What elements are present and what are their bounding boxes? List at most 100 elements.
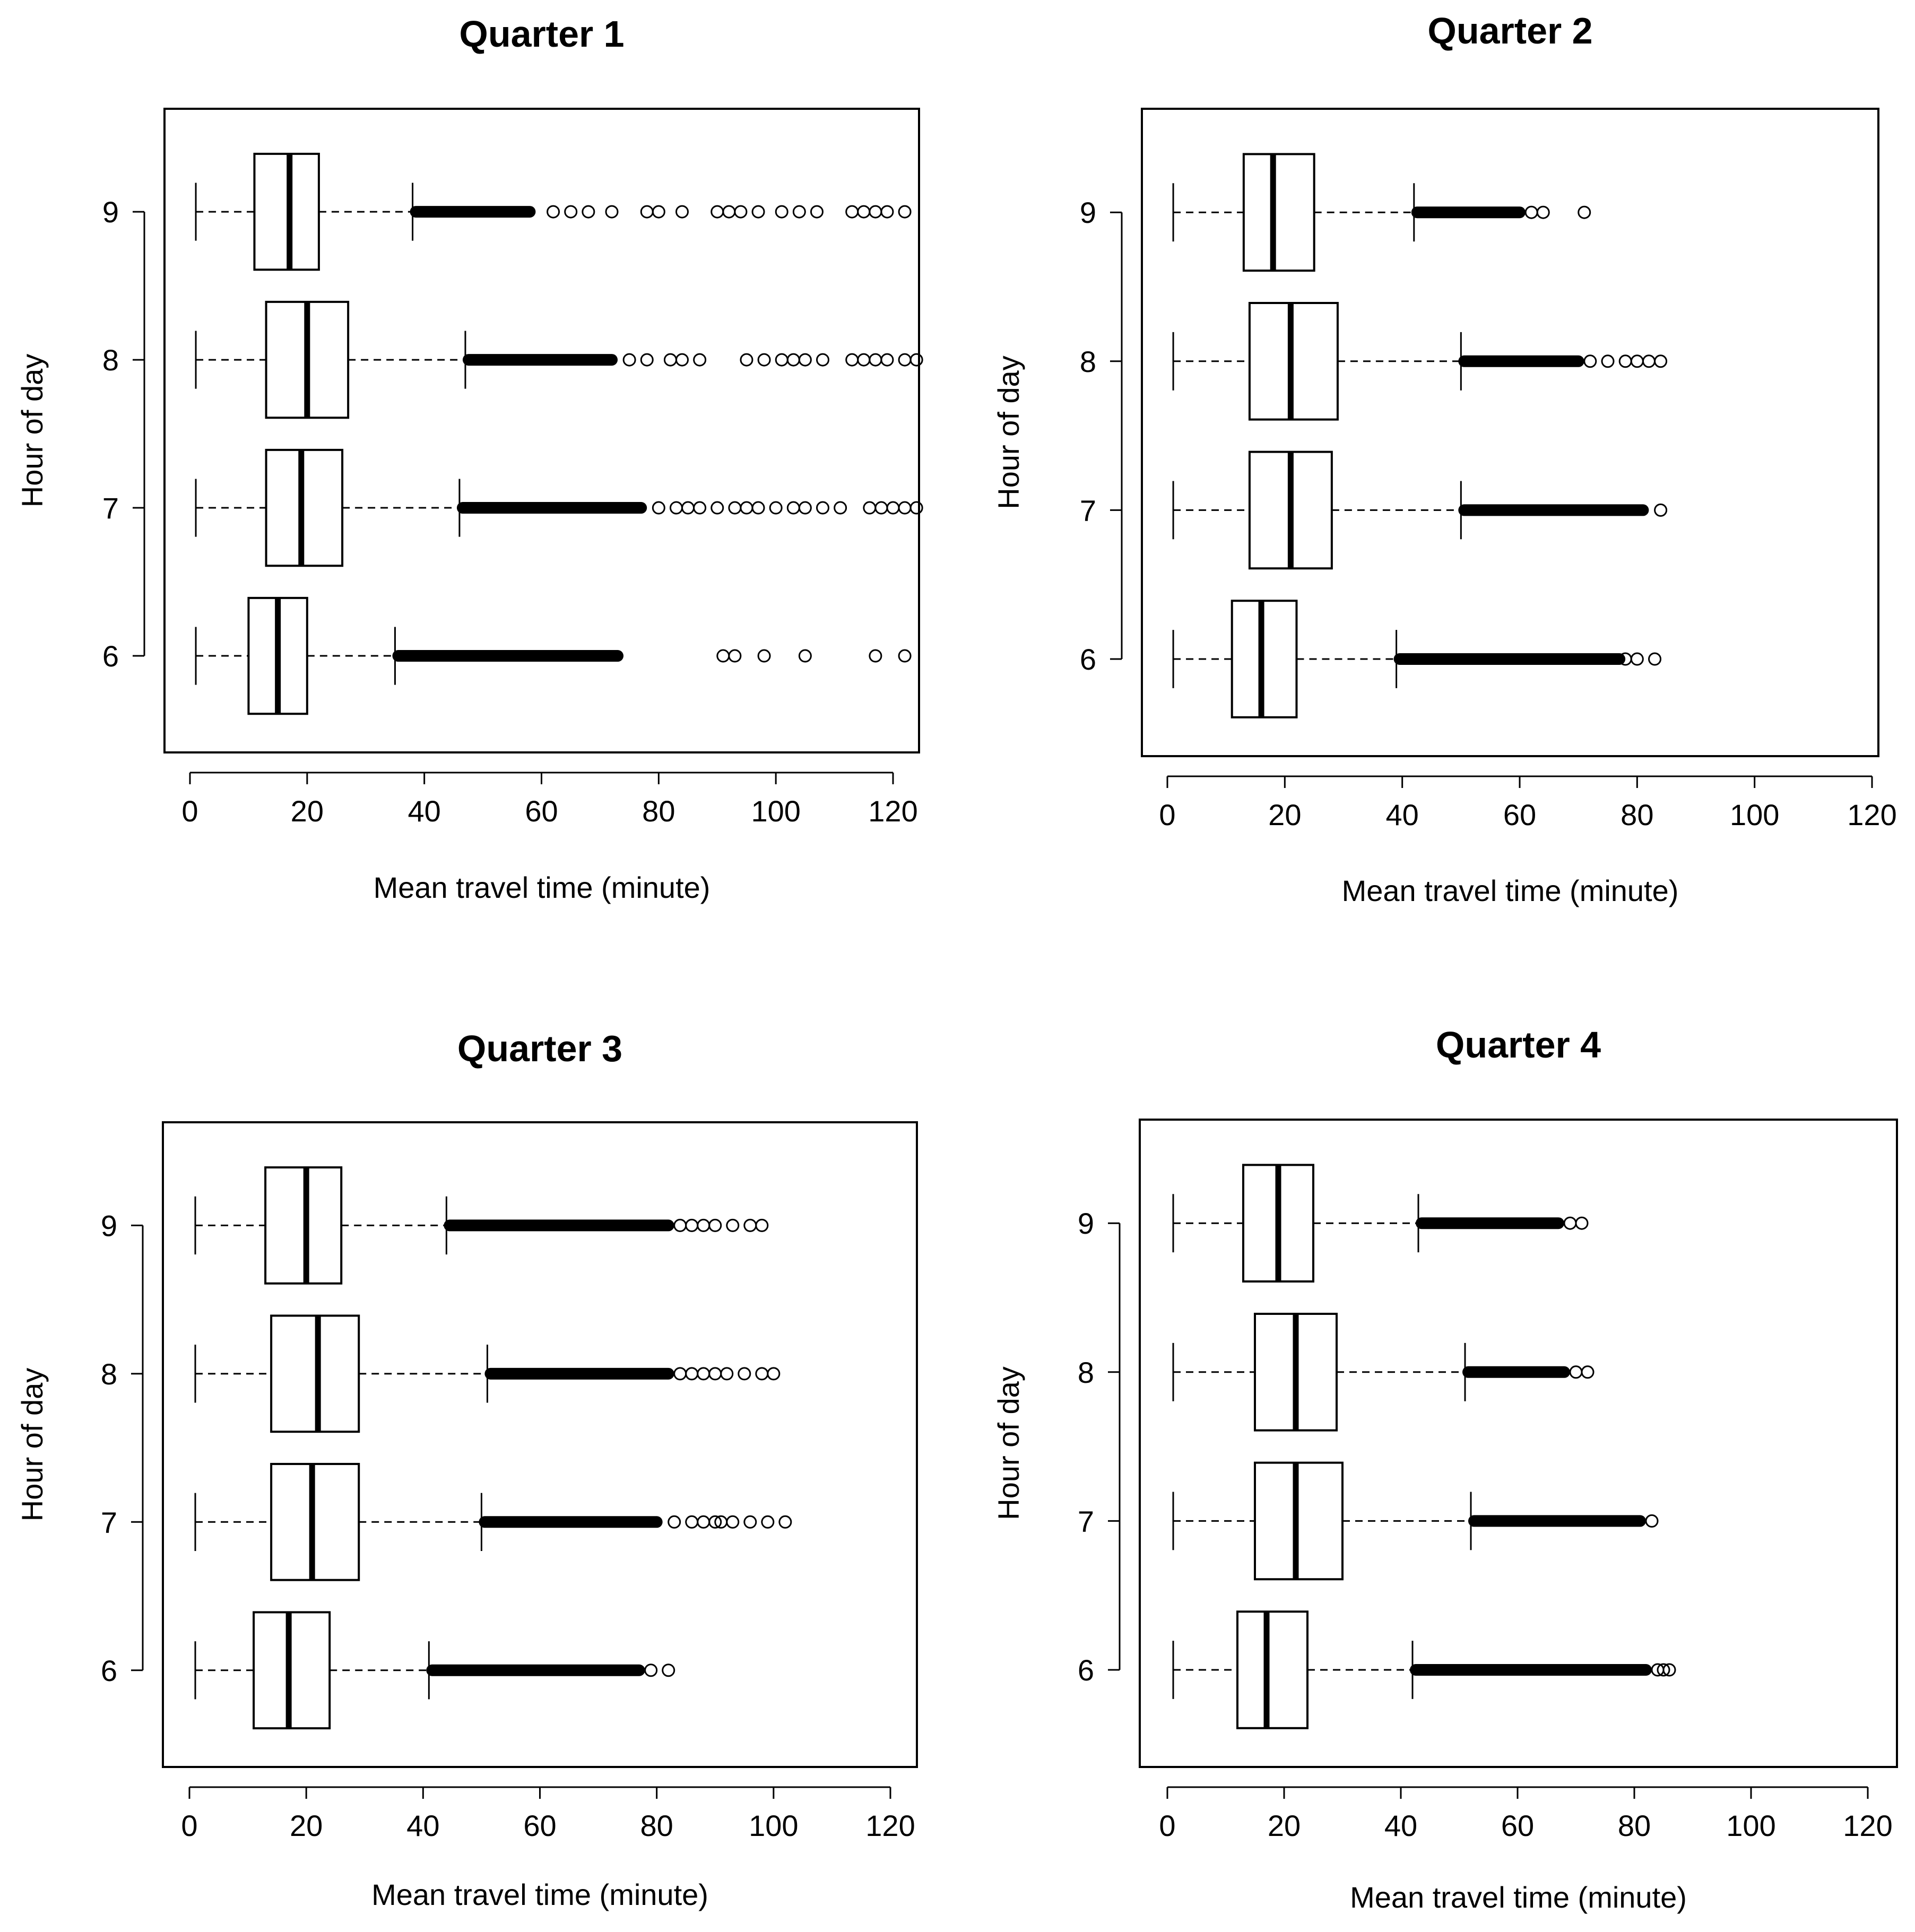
box-hour-8 (195, 300, 923, 419)
iqr-box (1248, 302, 1339, 421)
outlier-point (681, 501, 695, 515)
iqr-box (264, 1166, 343, 1285)
box-hour-6 (195, 596, 912, 715)
outlier-point (708, 1367, 722, 1381)
box-hour-7 (195, 448, 923, 567)
outlier-point (1630, 354, 1644, 368)
outlier-point (1654, 354, 1668, 368)
y-tick-label: 6 (101, 1654, 117, 1687)
outlier-point (751, 501, 765, 515)
x-tick-label: 60 (523, 1809, 556, 1842)
outlier-point (834, 501, 847, 515)
x-tick-label: 40 (406, 1809, 439, 1842)
iqr-box (1242, 153, 1315, 272)
y-tick-label: 9 (102, 195, 119, 229)
box-hour-7 (194, 1462, 792, 1581)
outlier-point (880, 205, 894, 219)
panel-title: Quarter 1 (459, 13, 624, 55)
outlier-point (898, 353, 912, 367)
y-axis-title: Hour of day (15, 354, 49, 508)
outlier-point (564, 205, 578, 219)
outlier-point (1575, 1216, 1589, 1230)
box-hour-8 (1172, 302, 1668, 421)
outlier-point (874, 501, 888, 515)
y-tick-label: 8 (1080, 345, 1096, 378)
iqr-box (253, 152, 320, 271)
outlier-point (640, 205, 654, 219)
panel-quarter-2: Quarter 2 0 20 40 60 80 100 120 6 7 8 9 Mean travel … (992, 10, 1897, 907)
outlier-point (685, 1515, 699, 1529)
x-axis-title: Mean travel time (minute) (374, 871, 710, 904)
outlier-point (675, 353, 689, 367)
x-tick-label: 60 (1503, 798, 1536, 831)
outlier-point (857, 353, 871, 367)
iqr-box (1231, 600, 1298, 718)
outlier-point (798, 353, 812, 367)
outlier-point (898, 205, 912, 219)
outlier-point (738, 1367, 751, 1381)
x-tick-label: 0 (181, 1809, 197, 1842)
outlier-point (1583, 354, 1597, 368)
outlier-point (740, 501, 753, 515)
outlier-point (697, 1218, 710, 1232)
x-tick-label: 0 (1159, 1809, 1175, 1842)
outlier-point (697, 1515, 710, 1529)
iqr-box (270, 1462, 360, 1581)
plot-frame (162, 1121, 918, 1768)
outlier-point (673, 1218, 687, 1232)
outlier-point (792, 205, 806, 219)
x-tick-label: 20 (291, 794, 324, 828)
y-tick-label: 8 (101, 1357, 117, 1391)
outlier-point (1563, 1216, 1577, 1230)
outlier-point (693, 501, 707, 515)
panel-quarter-4: Quarter 4 0 20 40 60 80 100 120 6 7 8 9 Mean travel … (992, 1024, 1898, 1914)
iqr-box (1236, 1610, 1309, 1729)
outlier-point (898, 501, 912, 515)
y-axis-title: Hour of day (992, 1366, 1025, 1520)
x-tick-label: 60 (1501, 1809, 1534, 1842)
outlier-point (1648, 652, 1662, 666)
y-tick-label: 8 (102, 343, 119, 377)
outlier-point (673, 1367, 687, 1381)
box-hour-6 (194, 1611, 675, 1730)
outlier-point (767, 1367, 781, 1381)
outlier-point (675, 205, 689, 219)
x-tick-label: 120 (1847, 798, 1896, 831)
outlier-point (909, 501, 923, 515)
iqr-box (253, 1611, 331, 1730)
outlier-point (810, 205, 824, 219)
outlier-point (743, 1218, 757, 1232)
panel-quarter-1: Quarter 1 0 20 40 60 80 100 120 6 7 8 9 Mean travel … (15, 13, 923, 904)
outlier-point (547, 205, 560, 219)
outlier-point (755, 1218, 769, 1232)
outlier-point (663, 353, 677, 367)
outlier-point (622, 353, 636, 367)
outlier-point (669, 501, 683, 515)
outlier-point (798, 501, 812, 515)
x-tick-label: 100 (749, 1809, 798, 1842)
outlier-point (1654, 503, 1668, 517)
outlier-point (652, 501, 665, 515)
y-tick-label: 8 (1078, 1356, 1094, 1389)
iqr-box (265, 448, 344, 567)
x-tick-label: 20 (290, 1809, 323, 1842)
x-tick-label: 120 (1843, 1809, 1892, 1842)
outlier-point (693, 353, 707, 367)
outlier-point (909, 353, 923, 367)
panel-title: Quarter 4 (1436, 1024, 1601, 1065)
outlier-point (1662, 1663, 1676, 1677)
outlier-point (685, 1367, 699, 1381)
box-hour-9 (1172, 1164, 1589, 1283)
outlier-point (605, 205, 619, 219)
outlier-point (662, 1664, 675, 1677)
outlier-point (786, 353, 800, 367)
outlier-point (1618, 354, 1632, 368)
box-hour-9 (194, 1166, 769, 1285)
outlier-point (1578, 205, 1591, 219)
outlier-point (710, 501, 724, 515)
outlier-point (652, 205, 665, 219)
outlier-point (757, 649, 771, 663)
outlier-point (845, 353, 859, 367)
outlier-point (582, 205, 595, 219)
